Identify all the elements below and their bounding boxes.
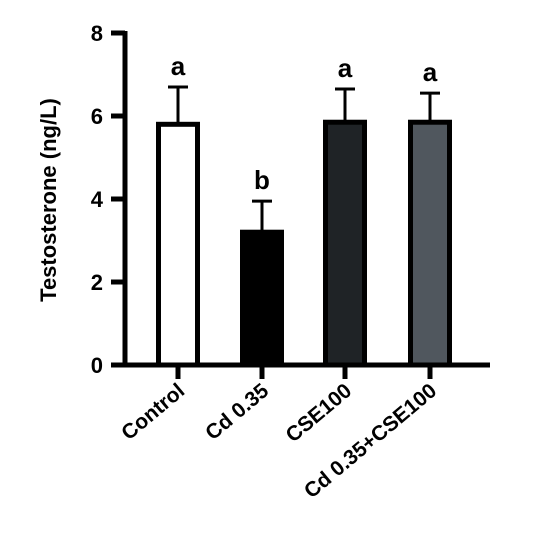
bar — [408, 119, 452, 368]
x-tick-label: Cd 0.35 — [201, 379, 273, 445]
significance-letter: a — [338, 53, 353, 83]
significance-letter: a — [423, 57, 438, 87]
bar — [156, 121, 200, 368]
y-tick-label: 6 — [91, 104, 103, 129]
x-tick-label: Control — [117, 379, 189, 445]
significance-letter: b — [254, 165, 270, 195]
y-tick-label: 8 — [91, 21, 103, 46]
bar — [240, 229, 284, 368]
y-tick-label: 2 — [91, 270, 103, 295]
significance-letter: a — [171, 51, 186, 81]
bar — [323, 119, 367, 368]
y-tick-label: 4 — [91, 187, 104, 212]
x-tick-label: CSE100 — [282, 379, 357, 447]
y-axis-label: Testosterone (ng/L) — [36, 98, 61, 302]
y-tick-label: 0 — [91, 353, 103, 378]
